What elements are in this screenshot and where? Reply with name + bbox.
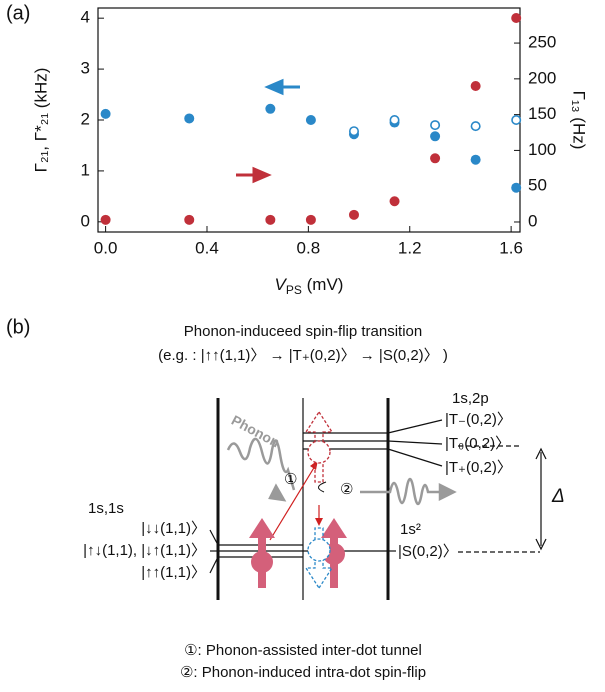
point [470, 121, 481, 132]
note: ①: Phonon-assisted inter-dot tunnel [184, 642, 422, 659]
state-label: |T₊(0,2)〉 [445, 459, 512, 476]
y2-tick-label: 250 [528, 33, 556, 52]
y-tick-label: 4 [81, 8, 90, 27]
step-label: ① [284, 471, 297, 488]
point [305, 115, 316, 125]
phonon-wave [226, 437, 457, 506]
state-label: |↓↓(1,1)〉 [141, 520, 206, 537]
point [348, 209, 359, 220]
point [430, 131, 441, 142]
point [389, 196, 400, 207]
point [430, 153, 441, 164]
y2-axis-label: Γ₁₃ (Hz) [570, 91, 589, 150]
y-tick-label: 0 [81, 211, 90, 230]
x-tick-label: 0.0 [94, 238, 118, 257]
x-axis-label: VPS (mV) [275, 275, 344, 297]
spins [249, 410, 347, 590]
panel-label: (a) [6, 2, 30, 24]
level-group-label: 1s,1s [88, 500, 124, 517]
point [511, 115, 522, 126]
point [511, 13, 522, 24]
state-label: |T₀(0,2)〉 [445, 435, 510, 452]
point [511, 182, 522, 193]
axis-indicator-arrow [236, 166, 272, 184]
state-label: |↑↓(1,1), |↓↑(1,1)〉 [83, 542, 206, 559]
point [430, 120, 441, 131]
x-tick-label: 0.8 [297, 238, 321, 257]
y-tick-label: 1 [81, 160, 90, 179]
axis-indicator-arrow [264, 78, 300, 96]
y-axis-label: Γ₂₁, Γ*₂₁ (kHz) [31, 68, 50, 173]
point [100, 108, 111, 119]
y2-tick-label: 200 [528, 68, 556, 87]
point [184, 113, 195, 124]
diagram-title: Phonon-induceed spin-flip transition [184, 323, 422, 340]
delta-label: Δ [551, 486, 565, 507]
point [265, 214, 276, 225]
point [184, 214, 195, 225]
point [305, 214, 316, 225]
y2-tick-label: 50 [528, 176, 547, 195]
point [348, 126, 359, 137]
point [265, 103, 276, 114]
y-tick-label: 3 [81, 59, 90, 78]
diagram-subtitle: (e.g. : |↑↑(1,1)〉 → |T₊(0,2)〉 → |S(0,2)〉… [158, 347, 448, 364]
point [100, 214, 111, 225]
state-label: |S(0,2)〉 [398, 543, 458, 560]
y2-tick-label: 150 [528, 104, 556, 123]
level-group-label: 1s² [400, 521, 421, 538]
point [470, 154, 481, 165]
state-label: |T₋(0,2)〉 [445, 411, 512, 428]
step-label: ② [340, 481, 353, 498]
y2-tick-label: 0 [528, 211, 537, 230]
y-tick-label: 2 [81, 109, 90, 128]
x-tick-label: 0.4 [195, 238, 219, 257]
x-tick-label: 1.6 [499, 238, 523, 257]
level-group-label: 1s,2p [452, 390, 489, 407]
point [389, 115, 400, 126]
point [470, 81, 481, 92]
x-tick-label: 1.2 [398, 238, 422, 257]
panel-label: (b) [6, 316, 30, 338]
state-label: |↑↑(1,1)〉 [141, 564, 206, 581]
y2-tick-label: 100 [528, 140, 556, 159]
note: ②: Phonon-induced intra-dot spin-flip [180, 664, 426, 681]
